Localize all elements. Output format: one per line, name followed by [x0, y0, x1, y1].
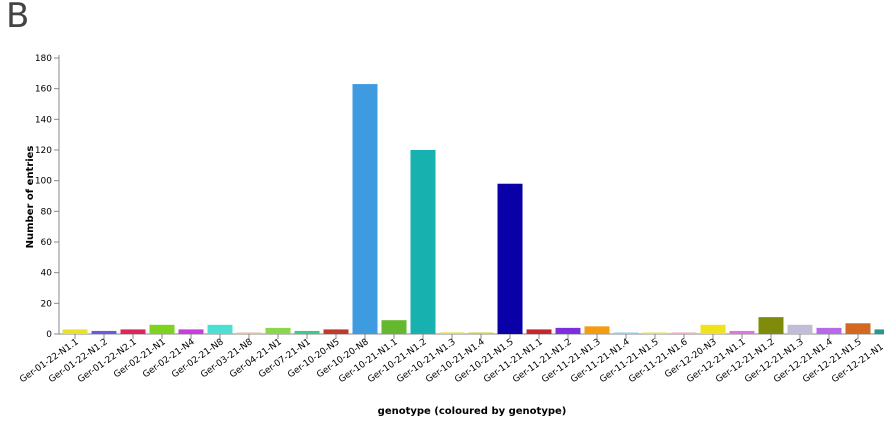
bar[interactable]	[439, 332, 465, 334]
bar[interactable]	[874, 329, 884, 334]
y-tick-label: 80	[41, 207, 53, 217]
bars	[62, 84, 884, 334]
bar[interactable]	[91, 330, 117, 334]
bar[interactable]	[845, 323, 871, 334]
y-axis-label: Number of entries	[25, 146, 36, 249]
y-tick-label: 60	[41, 238, 53, 248]
y-tick-label: 40	[41, 269, 53, 279]
bar[interactable]	[120, 329, 146, 334]
bar[interactable]	[700, 324, 726, 334]
bar[interactable]	[323, 329, 349, 334]
y-tick-label: 100	[35, 177, 52, 187]
bar[interactable]	[468, 332, 494, 334]
y-axis: 0 20 40 60 80 100 120 140 160 180	[35, 54, 60, 340]
bar[interactable]	[671, 332, 697, 334]
x-tick-labels: Ger-01-22-N1.1Ger-01-22-N1.2Ger-01-22-N2…	[18, 337, 884, 385]
y-tick-label: 20	[41, 299, 53, 309]
bar[interactable]	[352, 84, 378, 334]
bar[interactable]	[410, 150, 436, 334]
bar[interactable]	[294, 330, 320, 334]
x-axis-label: genotype (coloured by genotype)	[378, 406, 567, 417]
bar[interactable]	[178, 329, 204, 334]
y-tick-label: 160	[35, 85, 52, 95]
bar[interactable]	[758, 317, 784, 334]
bar[interactable]	[526, 329, 552, 334]
bar[interactable]	[642, 332, 668, 334]
bar[interactable]	[236, 332, 262, 334]
bar[interactable]	[584, 326, 610, 334]
bar[interactable]	[787, 324, 813, 334]
bar[interactable]	[555, 327, 581, 334]
y-tick-label: 180	[35, 54, 52, 64]
bar[interactable]	[207, 324, 233, 334]
x-axis	[59, 333, 884, 339]
bar[interactable]	[729, 330, 755, 334]
bar[interactable]	[613, 332, 639, 334]
bar[interactable]	[265, 327, 291, 334]
bar[interactable]	[62, 329, 88, 334]
y-tick-label: 120	[35, 146, 52, 156]
bar[interactable]	[149, 324, 175, 334]
bar[interactable]	[816, 327, 842, 334]
y-tick-label: 0	[46, 330, 52, 340]
bar[interactable]	[381, 320, 407, 334]
panel-label: B	[6, 0, 30, 36]
y-tick-label: 140	[35, 115, 52, 125]
bar[interactable]	[497, 183, 523, 334]
